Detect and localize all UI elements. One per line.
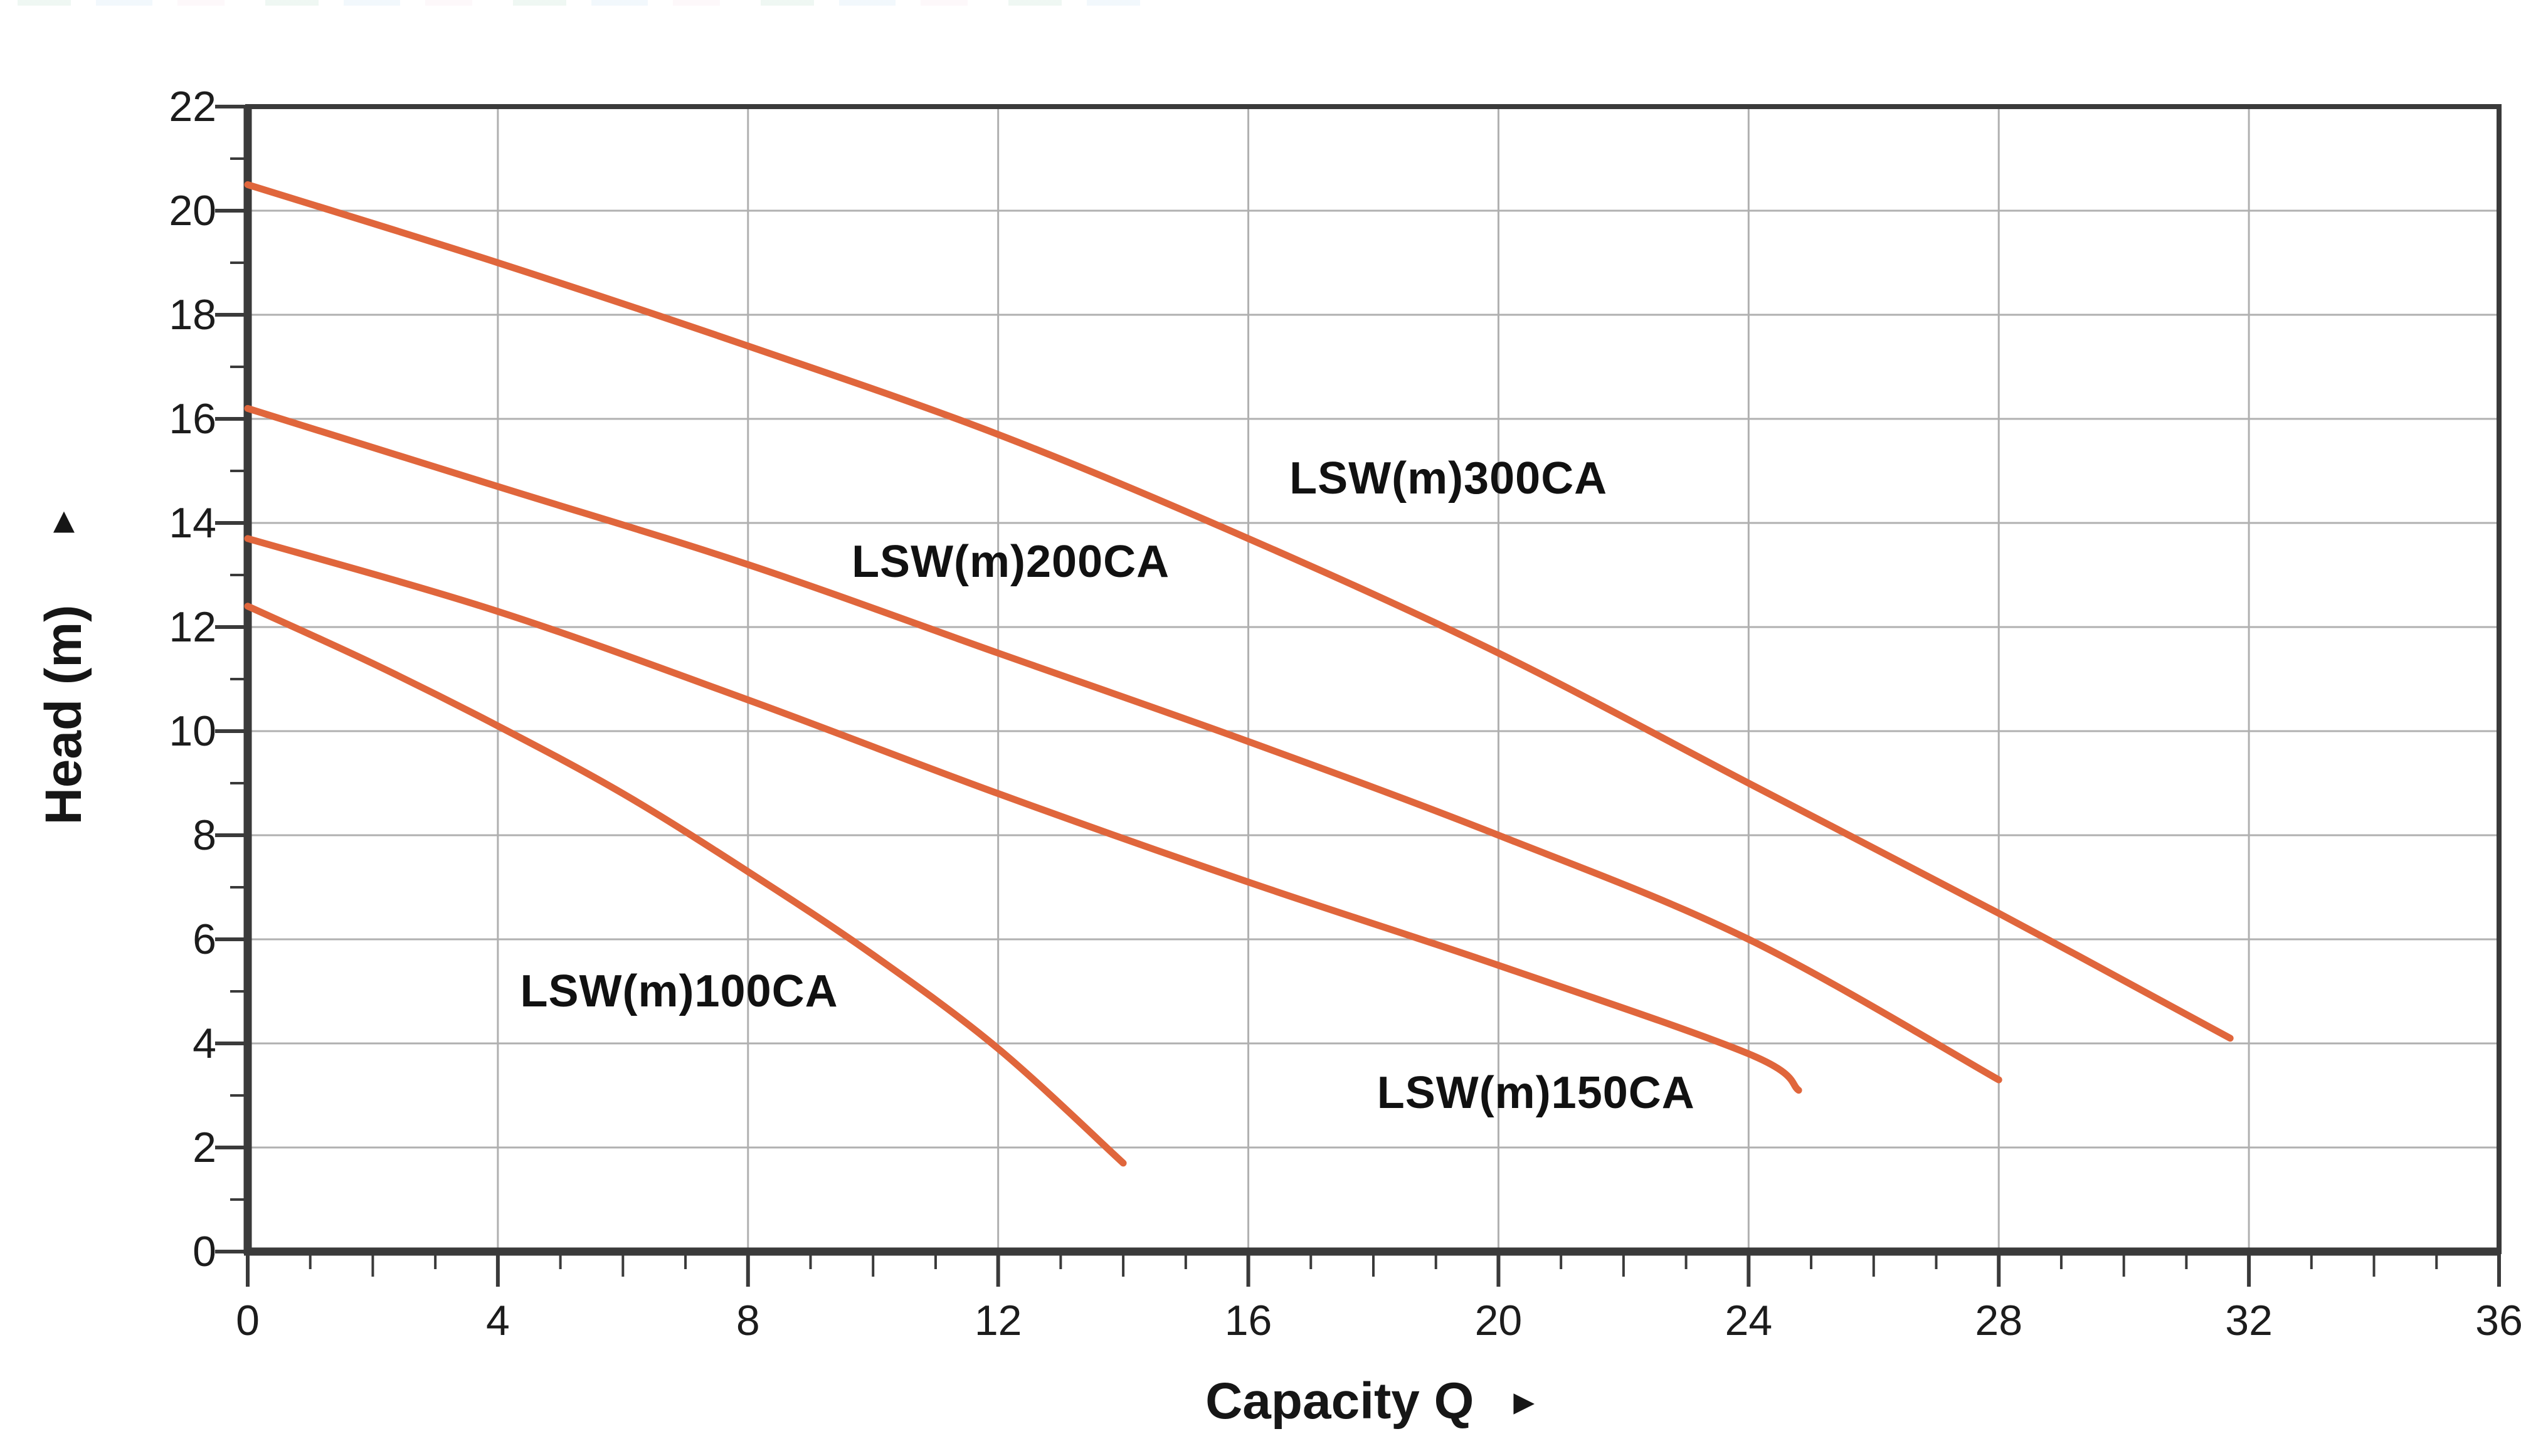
x-tick-label-12: 12 — [974, 1297, 1022, 1344]
clipped-top-text-artifact — [18, 0, 1140, 6]
y-tick-label-10: 10 — [169, 707, 216, 755]
x-tick-label-0: 0 — [236, 1297, 260, 1344]
y-tick-label-0: 0 — [193, 1228, 216, 1275]
x-tick-label-8: 8 — [736, 1297, 760, 1344]
x-tick-label-32: 32 — [2225, 1297, 2273, 1344]
y-tick-label-18: 18 — [169, 291, 216, 339]
y-axis-title: Head (m) — [35, 604, 92, 825]
y-tick-label-4: 4 — [193, 1020, 216, 1067]
x-tick-label-4: 4 — [485, 1297, 510, 1344]
y-tick-label-8: 8 — [193, 811, 216, 859]
curve-label-lsw200ca: LSW(m)200CA — [852, 537, 1170, 588]
x-axis-right-arrow-icon: ► — [1506, 1381, 1541, 1422]
y-tick-label-20: 20 — [169, 187, 216, 235]
x-tick-label-24: 24 — [1725, 1297, 1773, 1344]
curve-LSW(m)300CA — [244, 181, 2234, 1042]
x-tick-label-36: 36 — [2475, 1297, 2521, 1344]
curve-label-lsw150ca: LSW(m)150CA — [1377, 1067, 1695, 1118]
y-tick-label-6: 6 — [193, 915, 216, 963]
curve-label-lsw100ca: LSW(m)100CA — [520, 966, 838, 1016]
x-tick-label-28: 28 — [1975, 1297, 2023, 1344]
y-tick-label-12: 12 — [169, 603, 216, 651]
y-tick-label-14: 14 — [169, 499, 216, 547]
y-tick-label-22: 22 — [169, 83, 216, 130]
y-tick-label-2: 2 — [193, 1124, 216, 1171]
x-tick-label-20: 20 — [1474, 1297, 1523, 1344]
x-tick-label-16: 16 — [1224, 1297, 1272, 1344]
y-axis-up-arrow-icon: ▲ — [46, 500, 82, 541]
x-axis-title: Capacity Q — [1205, 1373, 1474, 1430]
curve-LSW(m)200CA — [244, 404, 2002, 1084]
y-tick-label-16: 16 — [169, 395, 216, 443]
curve-label-lsw300ca: LSW(m)300CA — [1289, 453, 1608, 504]
plot-frame — [245, 104, 2502, 1254]
x-axis-title-row: Capacity Q ► — [1205, 1372, 1541, 1431]
curve-LSW(m)100CA — [244, 603, 1127, 1167]
curve-LSW(m)150CA — [244, 535, 1802, 1094]
